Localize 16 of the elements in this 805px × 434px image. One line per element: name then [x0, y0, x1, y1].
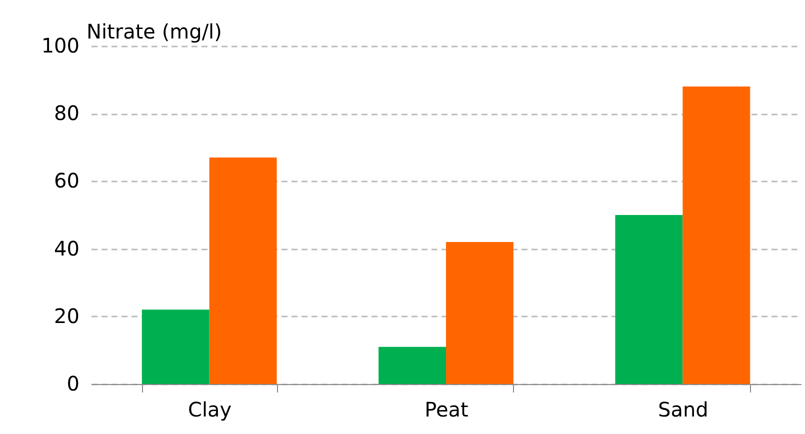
y-tick-label: 60	[54, 168, 80, 193]
x-tick-label: Sand	[658, 398, 708, 422]
bar	[446, 242, 514, 384]
y-tick-label: 20	[54, 304, 80, 328]
y-axis-title: Nitrate (mg/l)	[86, 20, 222, 44]
x-tick-label: Peat	[424, 398, 469, 422]
y-tick-label: 0	[66, 372, 80, 396]
y-tick-label: 100	[41, 34, 80, 58]
x-tick-label: Clay	[188, 398, 232, 422]
bar	[142, 310, 210, 384]
bar	[682, 86, 750, 384]
bar	[378, 346, 446, 384]
y-tick-label: 80	[54, 101, 80, 126]
y-tick-label: 40	[54, 236, 80, 260]
bar	[615, 215, 683, 384]
bar	[209, 158, 277, 384]
